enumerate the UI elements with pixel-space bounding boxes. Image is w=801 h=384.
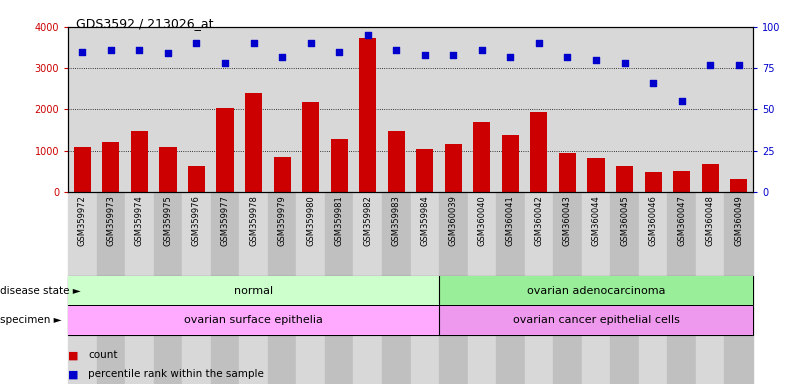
Bar: [182, 192, 211, 384]
Point: [276, 53, 288, 60]
Bar: [559, 153, 576, 192]
Point: [248, 40, 260, 46]
Bar: [211, 192, 239, 384]
Bar: [439, 192, 468, 384]
Bar: [496, 192, 525, 384]
Bar: [638, 192, 667, 384]
Bar: [530, 111, 547, 192]
Point: [447, 52, 460, 58]
Bar: [131, 131, 148, 192]
Point: [219, 60, 231, 66]
Text: ■: ■: [68, 350, 78, 360]
Bar: [616, 166, 633, 192]
Point: [675, 98, 688, 104]
Bar: [587, 158, 605, 192]
Point: [304, 40, 317, 46]
Bar: [468, 192, 496, 384]
Text: ■: ■: [68, 369, 78, 379]
Bar: [216, 108, 234, 192]
Bar: [188, 166, 205, 192]
Bar: [610, 192, 638, 384]
Bar: [68, 192, 97, 384]
Bar: [331, 139, 348, 192]
Bar: [97, 192, 125, 384]
Bar: [154, 192, 182, 384]
Bar: [159, 147, 176, 192]
Point: [561, 53, 574, 60]
Bar: [702, 164, 718, 192]
Point: [504, 53, 517, 60]
Bar: [439, 306, 753, 335]
Point: [390, 47, 403, 53]
Bar: [501, 135, 519, 192]
Point: [646, 80, 659, 86]
Point: [332, 49, 345, 55]
Point: [133, 47, 146, 53]
Point: [732, 62, 745, 68]
Point: [533, 40, 545, 46]
Point: [361, 32, 374, 38]
Bar: [325, 192, 353, 384]
Bar: [445, 144, 462, 192]
Bar: [245, 93, 262, 192]
Bar: [667, 192, 696, 384]
Bar: [68, 306, 439, 335]
Point: [590, 57, 602, 63]
Bar: [417, 149, 433, 192]
Bar: [410, 192, 439, 384]
Point: [704, 62, 717, 68]
Point: [76, 49, 89, 55]
Text: ovarian surface epithelia: ovarian surface epithelia: [184, 315, 323, 326]
Bar: [103, 142, 119, 192]
Bar: [68, 276, 439, 305]
Bar: [553, 192, 582, 384]
Bar: [473, 122, 490, 192]
Point: [618, 60, 631, 66]
Bar: [724, 192, 753, 384]
Bar: [696, 192, 724, 384]
Point: [104, 47, 117, 53]
Bar: [582, 192, 610, 384]
Bar: [296, 192, 325, 384]
Point: [190, 40, 203, 46]
Text: normal: normal: [234, 286, 273, 296]
Bar: [382, 192, 410, 384]
Bar: [268, 192, 296, 384]
Text: specimen ►: specimen ►: [0, 315, 62, 326]
Bar: [74, 147, 91, 192]
Bar: [353, 192, 382, 384]
Bar: [359, 38, 376, 192]
Bar: [273, 157, 291, 192]
Point: [476, 47, 489, 53]
Bar: [302, 102, 319, 192]
Bar: [125, 192, 154, 384]
Text: ovarian cancer epithelial cells: ovarian cancer epithelial cells: [513, 315, 679, 326]
Bar: [388, 131, 405, 192]
Text: percentile rank within the sample: percentile rank within the sample: [88, 369, 264, 379]
Bar: [730, 179, 747, 192]
Bar: [525, 192, 553, 384]
Bar: [673, 170, 690, 192]
Text: ovarian adenocarcinoma: ovarian adenocarcinoma: [527, 286, 666, 296]
Text: count: count: [88, 350, 118, 360]
Text: GDS3592 / 213026_at: GDS3592 / 213026_at: [76, 17, 214, 30]
Bar: [239, 192, 268, 384]
Bar: [645, 172, 662, 192]
Bar: [439, 276, 753, 305]
Point: [162, 50, 175, 56]
Point: [418, 52, 431, 58]
Text: disease state ►: disease state ►: [0, 286, 81, 296]
